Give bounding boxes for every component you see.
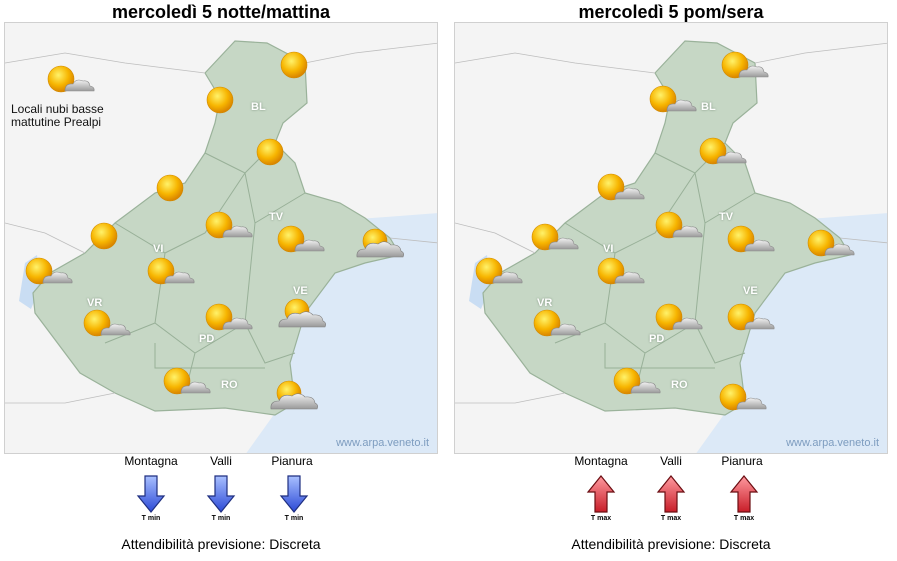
cloudy-sun-icon: [353, 227, 405, 263]
province-label-vr: VR: [87, 297, 103, 309]
province-label-vi: VI: [603, 243, 614, 255]
legend-label-valli: Valli: [210, 454, 232, 468]
partly-cloudy-icon: [697, 135, 749, 171]
province-label-ro: RO: [221, 379, 238, 391]
sun-icon: [87, 219, 121, 253]
legend-label-pianura: Pianura: [271, 454, 313, 468]
province-label-pd: PD: [649, 333, 665, 345]
province-label-ve: VE: [293, 285, 308, 297]
forecast-panel-afternoon-evening: mercoledì 5 pom/sera BL TV VI VR VE PD R…: [454, 0, 888, 561]
temp-arrow-up-icon: T max: [724, 474, 764, 522]
sun-icon: [153, 171, 187, 205]
province-label-bl: BL: [701, 101, 716, 113]
province-label-vr: VR: [537, 297, 553, 309]
partly-cloudy-icon: [473, 255, 525, 291]
forecast-reliability: Attendibilità previsione: Discreta: [571, 536, 771, 552]
weather-map: BL TV VI VR VE PD RO www.arpa.veneto.it: [454, 22, 888, 454]
arrow-caption: T min: [284, 515, 304, 522]
sun-icon: [253, 135, 287, 169]
cloudy-sun-icon: [267, 379, 319, 415]
partly-cloudy-icon: [595, 171, 647, 207]
partly-cloudy-icon: [81, 307, 133, 343]
province-label-tv: TV: [269, 211, 284, 223]
weather-map: BL TV VI VR VE PD RO Locali nubi basse m…: [4, 22, 438, 454]
legend-label-pianura: Pianura: [721, 454, 763, 468]
panel-title: mercoledì 5 pom/sera: [578, 2, 764, 22]
sun-icon: [277, 48, 311, 82]
map-note-line: Locali nubi basse: [11, 102, 104, 116]
partly-cloudy-icon: [725, 223, 777, 259]
partly-cloudy-icon: [595, 255, 647, 291]
arrow-caption: T max: [660, 515, 682, 522]
partly-cloudy-icon: [717, 381, 769, 417]
forecast-reliability: Attendibilità previsione: Discreta: [121, 536, 321, 552]
partly-cloudy-icon: [531, 307, 583, 343]
partly-cloudy-icon: [203, 209, 255, 245]
forecast-panel-night-morning: mercoledì 5 notte/mattina BL TV VI VR VE…: [4, 0, 438, 561]
partly-cloudy-icon: [145, 255, 197, 291]
partly-cloudy-icon: [725, 301, 777, 337]
temp-arrow-down-icon: T min: [201, 474, 241, 522]
partly-cloudy-icon: [653, 301, 705, 337]
sun-icon: [203, 83, 237, 117]
province-label-ro: RO: [671, 379, 688, 391]
partly-cloudy-icon: [161, 365, 213, 401]
arrow-caption: T max: [590, 515, 612, 522]
legend-label-montagna: Montagna: [574, 454, 628, 468]
temp-arrow-down-icon: T min: [274, 474, 314, 522]
arrow-caption: T min: [141, 515, 161, 522]
province-label-bl: BL: [251, 101, 266, 113]
partly-cloudy-icon: [611, 365, 663, 401]
province-label-vi: VI: [153, 243, 164, 255]
map-credit: www.arpa.veneto.it: [336, 437, 429, 449]
legend-label-montagna: Montagna: [124, 454, 178, 468]
partly-cloudy-icon: [529, 221, 581, 257]
temp-arrow-up-icon: T max: [651, 474, 691, 522]
province-label-tv: TV: [719, 211, 734, 223]
cloudy-sun-icon: [275, 297, 327, 333]
map-credit: www.arpa.veneto.it: [786, 437, 879, 449]
map-note: Locali nubi basse mattutine Prealpi: [11, 103, 104, 129]
panel-title: mercoledì 5 notte/mattina: [111, 2, 331, 22]
partly-cloudy-icon: [275, 223, 327, 259]
province-label-pd: PD: [199, 333, 215, 345]
arrow-caption: T min: [211, 515, 231, 522]
province-label-ve: VE: [743, 285, 758, 297]
temp-arrow-down-icon: T min: [131, 474, 171, 522]
partly-cloudy-icon: [203, 301, 255, 337]
map-note-line: mattutine Prealpi: [11, 115, 102, 129]
partly-cloudy-icon: [653, 209, 705, 245]
arrow-caption: T max: [733, 515, 755, 522]
partly-cloudy-icon: [719, 49, 771, 85]
legend-label-valli: Valli: [660, 454, 682, 468]
partly-cloudy-icon: [23, 255, 75, 291]
temp-arrow-up-icon: T max: [581, 474, 621, 522]
partly-cloudy-icon: [805, 227, 857, 263]
partly-cloudy-icon: [45, 63, 97, 99]
partly-cloudy-icon: [647, 83, 699, 119]
